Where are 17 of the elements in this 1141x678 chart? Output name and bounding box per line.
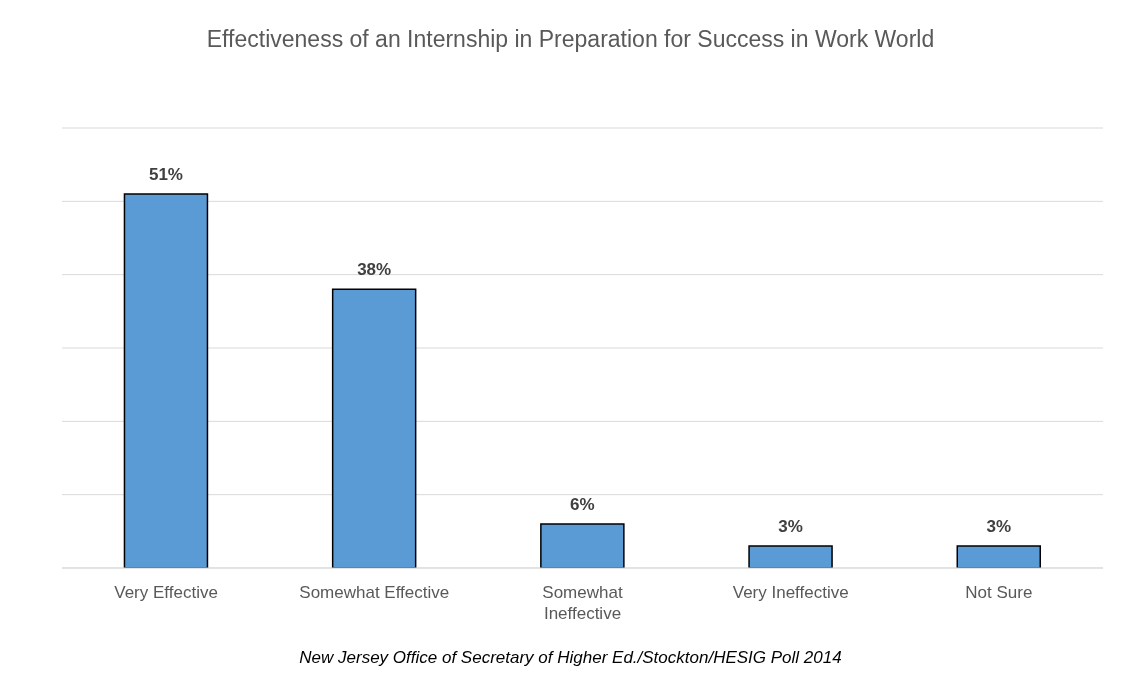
data-label: 6% [570, 495, 595, 514]
data-label: 3% [778, 517, 803, 536]
data-label: 38% [357, 260, 392, 280]
data-label: 51% [148, 165, 183, 184]
x-tick-label: Somewhat Ineffective [542, 583, 623, 623]
x-tick-label: Not Sure [965, 583, 1033, 602]
x-tick-label: Somewhat Effective [299, 583, 450, 602]
x-tick-label: Very Effective [114, 583, 218, 602]
bar [123, 193, 209, 568]
bar [331, 288, 417, 568]
text: New Jersey Office of Secretary of Higher Ed./Stockton/HESIG Poll 2014 [298, 648, 843, 668]
bar [956, 545, 1042, 568]
bar [540, 523, 625, 568]
chart-title: Effectiveness of an Internship in Preparation for Success in Work World [205, 26, 936, 53]
data-label: 3% [986, 517, 1012, 536]
bar [748, 545, 833, 568]
x-tick-label: Very Ineffective [732, 583, 849, 602]
